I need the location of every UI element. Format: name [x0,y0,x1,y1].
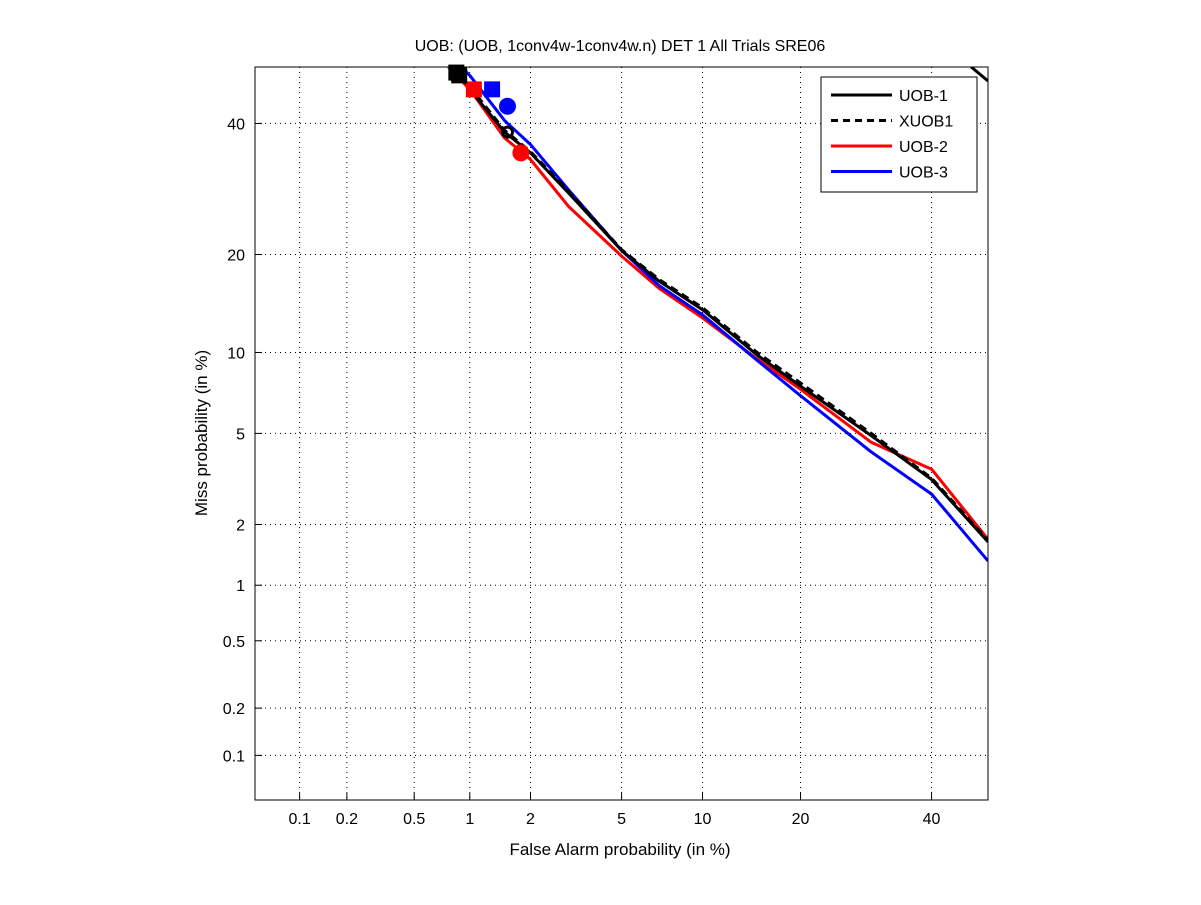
x-tick-label: 0.2 [336,811,358,828]
x-tick-label: 40 [923,811,941,828]
y-tick-label: 0.2 [223,701,245,718]
y-tick-label: 0.5 [223,634,245,651]
x-tick-label: 2 [526,811,535,828]
min-dcf-marker-uob-2 [512,144,530,162]
plot-area-frame [254,66,989,801]
act-dcf-marker-xuob1 [448,64,465,81]
y-tick-label: 2 [236,517,245,534]
y-tick-label: 5 [236,426,245,443]
min-dcf-marker-uob-3 [498,97,516,115]
legend-label-uob-3: UOB-3 [899,165,948,182]
act-dcf-marker-uob-2 [465,81,482,98]
y-tick-label: 40 [227,116,245,133]
x-axis-label: False Alarm probability (in %) [509,840,730,859]
series-line-uob-2 [447,67,988,541]
min-dcf-marker-uob-1 [500,125,514,139]
act-dcf-marker-uob-3 [484,81,501,98]
x-tick-label: 10 [694,811,712,828]
y-tick-label: 10 [227,345,245,362]
x-tick-label: 5 [617,811,626,828]
chart-title: UOB: (UOB, 1conv4w-1conv4w.n) DET 1 All … [415,38,826,55]
x-tick-label: 1 [465,811,474,828]
legend-label-uob-2: UOB-2 [899,139,948,156]
x-tick-label: 0.5 [403,811,425,828]
y-tick-label: 20 [227,247,245,264]
legend: UOB-1 XUOB1 UOB-2 UOB-3 [820,76,978,193]
y-tick-label: 1 [236,578,245,595]
x-tick-label: 0.1 [288,811,310,828]
legend-label-uob-1: UOB-1 [899,88,948,105]
series-segment-uob-1 [970,67,988,83]
series-line-uob-3 [459,67,988,562]
y-axis-label: Miss probability (in %) [192,350,211,516]
y-tick-label: 0.1 [223,748,245,765]
x-tick-label: 20 [792,811,810,828]
legend-label-xuob1: XUOB1 [899,114,953,131]
series-line-xuob1 [450,67,988,542]
